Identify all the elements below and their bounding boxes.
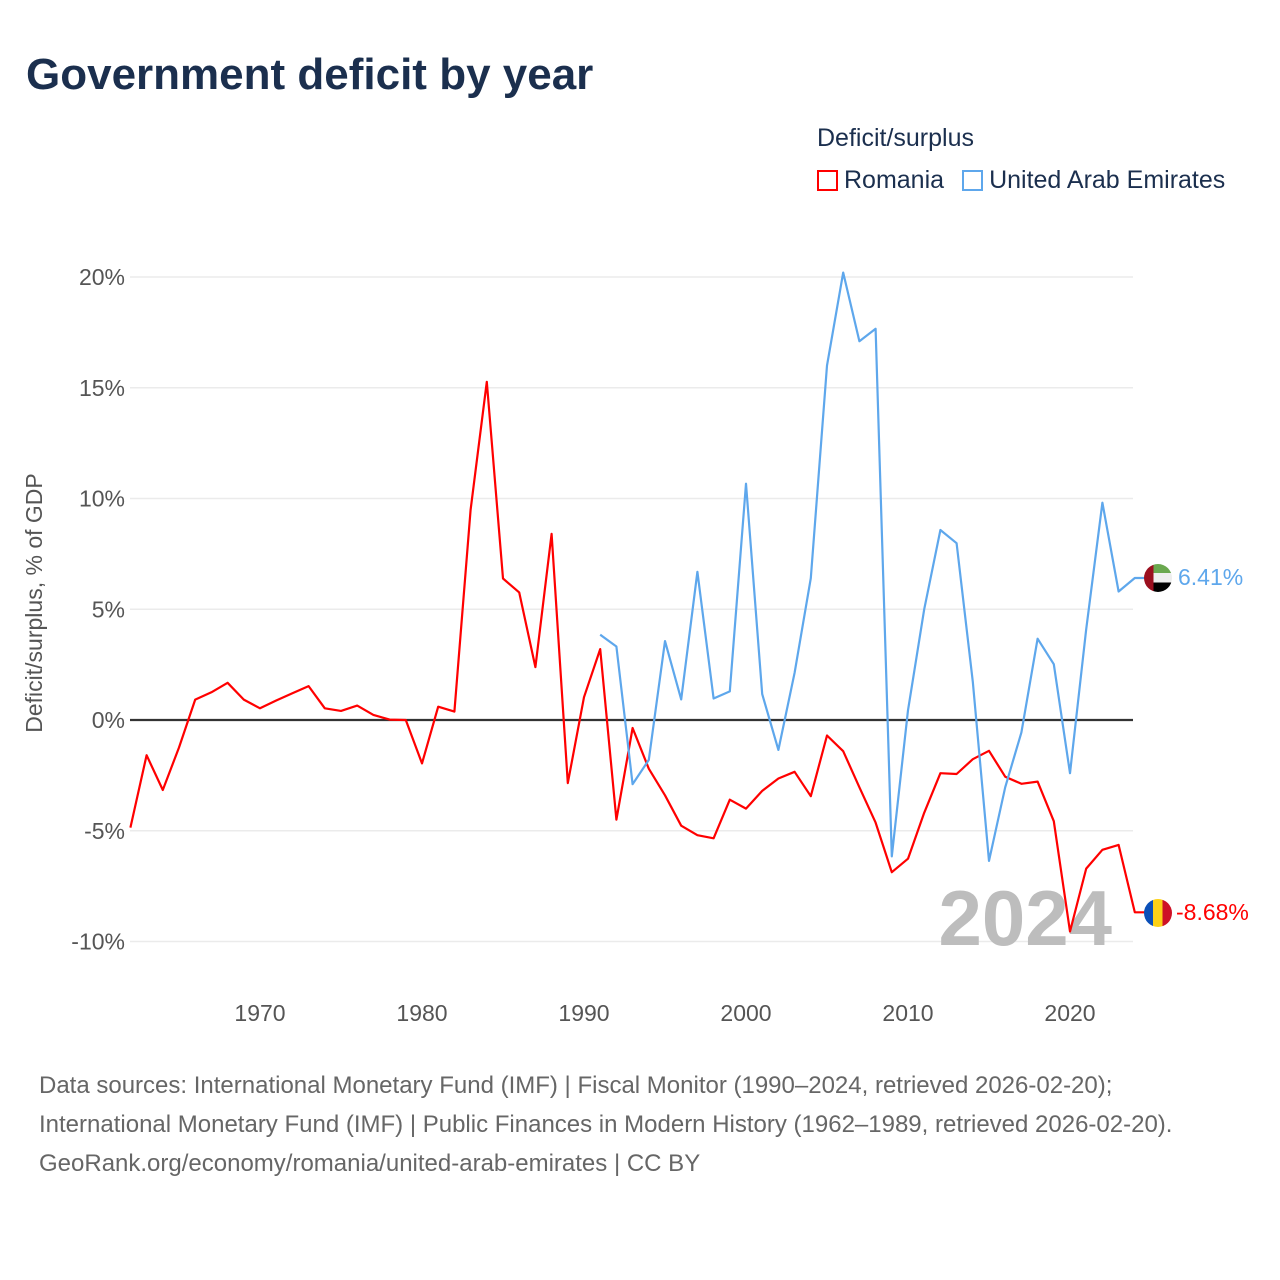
x-tick-label: 1980 xyxy=(396,1000,447,1026)
y-tick-label: -5% xyxy=(84,818,125,844)
y-tick-label: 20% xyxy=(79,264,125,290)
chart-title: Government deficit by year xyxy=(26,50,594,99)
y-tick-label: 15% xyxy=(79,375,125,401)
credit-link[interactable]: GeoRank.org/economy/romania/united-arab-… xyxy=(39,1150,701,1177)
legend-label-uae: United Arab Emirates xyxy=(989,166,1226,194)
footer: Data sources: International Monetary Fun… xyxy=(39,1066,1239,1183)
uae-end-value: 6.41% xyxy=(1178,564,1244,590)
series-line-united-arab-emirates xyxy=(599,271,1146,863)
legend-title: Deficit/surplus xyxy=(817,124,974,152)
x-tick-label: 2010 xyxy=(882,1000,933,1026)
romania-flag-icon xyxy=(1144,899,1172,927)
legend-label-romania: Romania xyxy=(844,166,945,194)
legend-swatch-romania xyxy=(817,170,838,191)
y-tick-label: 5% xyxy=(92,596,125,622)
x-axis-ticks: 1970 1980 1990 2000 2010 2020 xyxy=(234,1000,1095,1026)
y-tick-label: 10% xyxy=(79,486,125,512)
y-axis-label: Deficit/surplus, % of GDP xyxy=(21,473,47,732)
uae-flag-icon xyxy=(1144,564,1172,592)
x-tick-label: 1990 xyxy=(558,1000,609,1026)
legend-item-romania[interactable]: Romania xyxy=(817,166,944,195)
romania-end-value: -8.68% xyxy=(1176,899,1249,925)
x-tick-label: 2020 xyxy=(1044,1000,1095,1026)
x-tick-label: 1970 xyxy=(234,1000,285,1026)
y-tick-label: -10% xyxy=(71,929,125,955)
series-lines xyxy=(129,271,1146,933)
year-watermark: 2024 xyxy=(938,874,1112,962)
series-line-romania xyxy=(129,380,1146,933)
legend: Romania United Arab Emirates xyxy=(817,166,1243,195)
legend-item-uae[interactable]: United Arab Emirates xyxy=(962,166,1225,195)
y-tick-label: 0% xyxy=(92,707,125,733)
x-tick-label: 2000 xyxy=(720,1000,771,1026)
gridlines xyxy=(130,276,1133,943)
y-axis-ticks: 20% 15% 10% 5% 0% -5% -10% xyxy=(71,264,125,955)
legend-swatch-uae xyxy=(962,170,984,191)
data-sources: Data sources: International Monetary Fun… xyxy=(39,1072,1173,1138)
